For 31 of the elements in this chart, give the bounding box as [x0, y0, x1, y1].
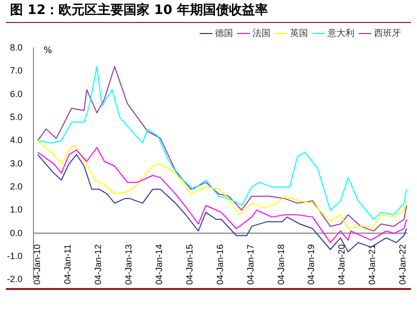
legend-label: 西班牙 [374, 28, 401, 39]
y-tick-label: 6.0 [10, 88, 23, 99]
x-tick-label: 04-Jan-16 [214, 244, 225, 285]
x-tick-label: 04-Jan-12 [93, 244, 104, 285]
x-tick-label: 04-Jan-18 [276, 244, 286, 285]
legend-label: 英国 [290, 28, 308, 39]
x-tick-label: 04-Jan-17 [245, 244, 256, 285]
x-tick-label: 04-Jan-22 [398, 244, 408, 285]
legend-label: 法国 [252, 28, 270, 39]
y-axis-title: % [44, 46, 53, 56]
y-tick-label: 5.0 [10, 112, 23, 122]
x-tick-label: 04-Jan-19 [306, 244, 316, 285]
y-tick-label: -2.0 [6, 274, 23, 284]
x-tick-label: 04-Jan-13 [124, 244, 134, 285]
y-tick-label: -1.0 [6, 250, 23, 261]
y-tick-label: 4.0 [10, 135, 23, 146]
y-tick-label: 2.0 [10, 181, 23, 192]
y-tick-label: 1.0 [10, 204, 23, 215]
chart-title: 图 12：欧元区主要国家 10 年期国债收益率 [6, 0, 411, 23]
x-tick-label: 04-Jan-15 [184, 244, 194, 285]
x-tick-label: 04-Jan-11 [62, 244, 73, 284]
y-tick-label: 0.0 [10, 228, 23, 238]
legend-label: 意大利 [326, 28, 354, 39]
y-tick-label: 3.0 [10, 158, 23, 168]
x-tick-label: 04-Jan-20 [336, 244, 347, 285]
x-tick-label: 04-Jan-10 [32, 244, 42, 285]
x-tick-label: 04-Jan-14 [154, 244, 164, 285]
y-tick-label: 8.0 [10, 42, 23, 52]
y-tick-label: 7.0 [10, 66, 23, 76]
x-tick-label: 04-Jan-21 [367, 244, 378, 285]
legend-label: 德国 [215, 28, 233, 39]
